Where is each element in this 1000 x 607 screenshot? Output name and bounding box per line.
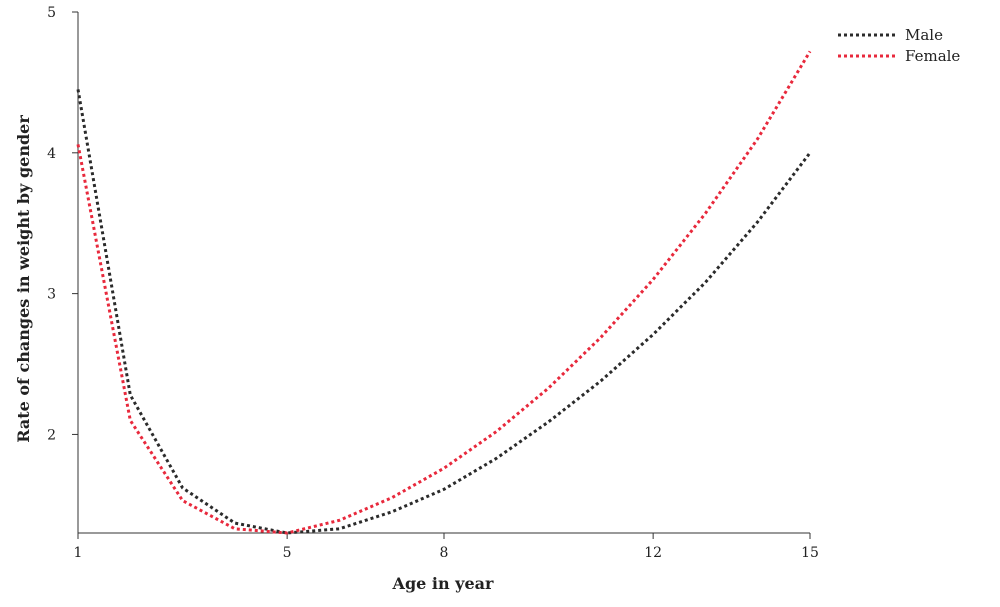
y-axis-title: Rate of changes in weight by gender — [14, 115, 33, 443]
x-tick-label: 1 — [74, 545, 83, 561]
series-line-male — [76, 89, 812, 535]
legend-item-male: Male — [838, 26, 943, 44]
legend-item-female: Female — [838, 47, 960, 65]
y-tick-label: 4 — [47, 146, 56, 162]
legend-label: Male — [905, 26, 943, 44]
x-tick-label: 5 — [283, 545, 292, 561]
series-line-female — [76, 50, 812, 535]
y-tick-label: 3 — [47, 287, 56, 303]
series-layer — [76, 50, 812, 535]
y-tick-label: 2 — [47, 427, 56, 443]
y-tick-label: 5 — [47, 5, 56, 21]
legend-label: Female — [905, 47, 960, 65]
x-axis-title: Age in year — [392, 574, 494, 593]
x-tick-label: 12 — [644, 545, 662, 561]
x-tick-label: 15 — [801, 545, 819, 561]
x-tick-label: 8 — [440, 545, 449, 561]
legend: Male Female — [838, 26, 960, 65]
